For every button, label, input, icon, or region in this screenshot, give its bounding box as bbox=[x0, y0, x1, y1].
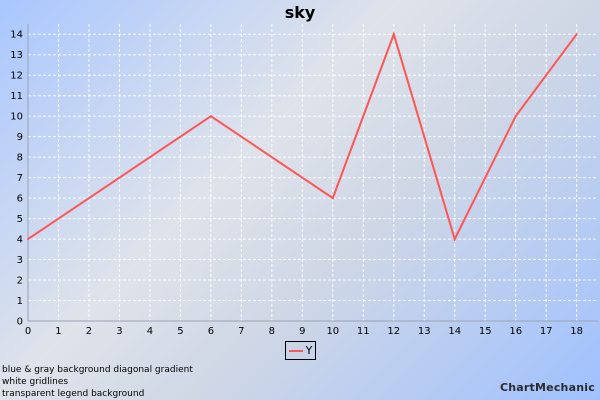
data-point bbox=[575, 33, 578, 36]
data-point bbox=[453, 238, 456, 241]
y-tick-label: 1 bbox=[17, 296, 23, 307]
y-tick-label: 11 bbox=[10, 91, 23, 102]
x-tick-label: 6 bbox=[208, 326, 214, 337]
note-line: blue & gray background diagonal gradient bbox=[2, 365, 193, 375]
x-tick-label: 10 bbox=[326, 326, 339, 337]
chartmechanic-logo: ChartMechanic bbox=[500, 381, 595, 394]
x-tick-label: 11 bbox=[357, 326, 370, 337]
y-tick-label: 10 bbox=[10, 112, 23, 123]
legend-label-y: Y bbox=[305, 344, 313, 357]
y-tick-label: 9 bbox=[17, 132, 23, 143]
data-point bbox=[209, 115, 212, 118]
x-tick-label: 7 bbox=[238, 326, 244, 337]
x-tick-label: 1 bbox=[55, 326, 61, 337]
x-tick-label: 8 bbox=[269, 326, 275, 337]
x-tick-label: 17 bbox=[540, 326, 553, 337]
x-tick-label: 18 bbox=[570, 326, 583, 337]
x-tick-label: 15 bbox=[479, 326, 492, 337]
x-tick-label: 5 bbox=[177, 326, 183, 337]
legend: Y bbox=[285, 341, 316, 360]
y-tick-label: 6 bbox=[17, 194, 23, 205]
note-line: transparent legend background bbox=[2, 389, 145, 399]
x-tick-label: 14 bbox=[448, 326, 461, 337]
y-tick-label: 7 bbox=[17, 173, 23, 184]
data-point bbox=[514, 115, 517, 118]
chart-title: sky bbox=[284, 3, 316, 22]
y-tick-label: 13 bbox=[10, 50, 23, 61]
x-tick-label: 2 bbox=[86, 326, 92, 337]
x-tick-label: 12 bbox=[387, 326, 400, 337]
x-tick-label: 13 bbox=[418, 326, 431, 337]
y-tick-label: 14 bbox=[10, 30, 23, 41]
data-point bbox=[392, 33, 395, 36]
legend-swatch-y bbox=[288, 349, 303, 352]
x-tick-label: 4 bbox=[147, 326, 153, 337]
x-tick-label: 3 bbox=[116, 326, 122, 337]
y-tick-label: 0 bbox=[17, 317, 23, 328]
y-tick-label: 8 bbox=[17, 153, 23, 164]
y-tick-label: 3 bbox=[17, 255, 23, 266]
y-tick-label: 5 bbox=[17, 214, 23, 225]
data-point bbox=[331, 197, 334, 200]
notes: blue & gray background diagonal gradient… bbox=[2, 364, 193, 400]
data-point bbox=[27, 238, 29, 241]
note-line: white gridlines bbox=[2, 377, 69, 387]
y-tick-label: 12 bbox=[10, 71, 23, 82]
x-tick-label: 0 bbox=[25, 326, 31, 337]
y-tick-label: 4 bbox=[17, 235, 23, 246]
x-tick-label: 16 bbox=[509, 326, 522, 337]
x-tick-label: 9 bbox=[299, 326, 305, 337]
y-tick-label: 2 bbox=[17, 276, 23, 287]
